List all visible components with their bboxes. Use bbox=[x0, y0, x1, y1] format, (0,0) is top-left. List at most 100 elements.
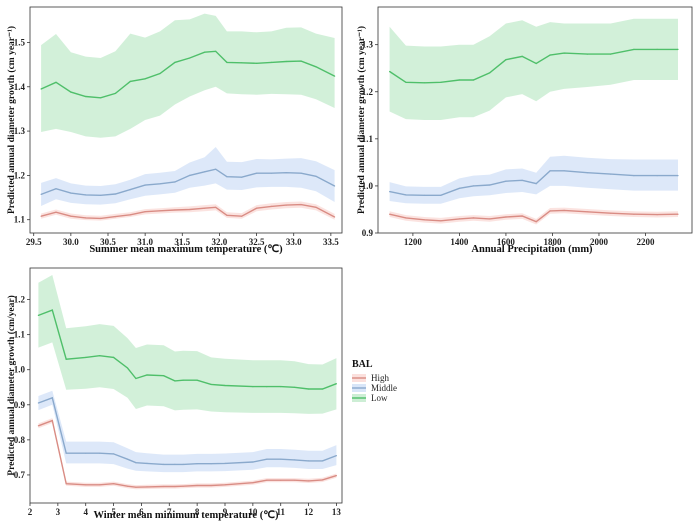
data-point bbox=[633, 48, 635, 51]
data-point bbox=[285, 172, 287, 174]
data-point bbox=[210, 383, 212, 385]
data-point bbox=[405, 194, 407, 196]
data-point bbox=[489, 72, 491, 74]
data-point bbox=[51, 397, 53, 399]
data-point bbox=[656, 48, 658, 51]
data-point bbox=[334, 75, 336, 77]
data-point bbox=[677, 213, 679, 215]
data-point bbox=[505, 216, 507, 218]
data-point bbox=[100, 194, 102, 196]
confidence-band-high bbox=[41, 201, 335, 221]
data-point bbox=[252, 482, 254, 484]
data-point bbox=[270, 61, 272, 64]
data-point bbox=[70, 91, 72, 93]
data-point bbox=[159, 210, 161, 212]
y-tick-label: 1.2 bbox=[14, 295, 26, 305]
data-point bbox=[440, 220, 442, 222]
data-point bbox=[65, 358, 67, 360]
confidence-band-middle bbox=[389, 155, 678, 204]
data-point bbox=[266, 479, 268, 481]
data-point bbox=[126, 458, 129, 460]
data-point bbox=[423, 194, 426, 196]
chart-panel-1: 29.5 30.0 30.5 31.0 31.5 32.0 32.5 33.0 33.5 1.1 1… bbox=[6, 6, 343, 255]
data-point bbox=[40, 88, 42, 90]
x-axis-label: Winter mean minimum temperature (℃) bbox=[93, 509, 279, 521]
data-point bbox=[610, 212, 612, 214]
data-point bbox=[521, 179, 523, 181]
data-point bbox=[489, 218, 491, 220]
data-point bbox=[196, 379, 198, 381]
chart-panel-3: 2 3 4 5 6 7 8 9 10 11 12 13 0.7 0.8 0.9 1.0 1.1 1.2 Winter… bbox=[6, 267, 343, 521]
data-point bbox=[163, 463, 165, 465]
series-high bbox=[37, 418, 337, 490]
data-point bbox=[135, 377, 137, 380]
data-point bbox=[163, 375, 165, 377]
x-tick-label: 29.5 bbox=[26, 237, 42, 247]
data-point bbox=[65, 452, 67, 454]
x-tick-label: 1800 bbox=[543, 237, 562, 247]
confidence-band-high bbox=[38, 418, 337, 490]
data-point bbox=[440, 194, 442, 196]
data-point bbox=[215, 206, 217, 208]
x-axis-label: Annual Precipitation (mm) bbox=[471, 244, 593, 255]
series-low bbox=[40, 13, 336, 138]
data-point bbox=[37, 314, 40, 316]
data-point bbox=[196, 463, 198, 465]
data-point bbox=[174, 485, 176, 488]
data-point bbox=[535, 183, 537, 185]
data-point bbox=[472, 79, 474, 81]
data-point bbox=[586, 211, 588, 213]
data-point bbox=[85, 356, 87, 358]
data-point bbox=[300, 204, 302, 206]
data-point bbox=[144, 184, 146, 186]
x-tick-label: 1400 bbox=[450, 237, 469, 247]
x-tick-label: 10 bbox=[248, 507, 258, 517]
data-point bbox=[226, 176, 228, 178]
x-tick-label: 33.5 bbox=[323, 237, 339, 247]
x-tick-label: 12 bbox=[304, 507, 314, 517]
data-point bbox=[535, 62, 537, 65]
data-point bbox=[85, 484, 87, 486]
data-point bbox=[423, 219, 426, 221]
data-point bbox=[458, 218, 460, 220]
data-point bbox=[70, 215, 72, 217]
y-tick-label: 0.8 bbox=[14, 435, 26, 445]
data-point bbox=[280, 479, 282, 481]
data-point bbox=[405, 217, 407, 219]
y-axis-label: Predicted annual diameter growth (cm yea… bbox=[356, 26, 367, 214]
data-point bbox=[174, 463, 176, 465]
data-point bbox=[294, 459, 296, 461]
y-tick-label: 0.9 bbox=[14, 400, 26, 410]
data-point bbox=[241, 176, 243, 178]
data-point bbox=[146, 462, 148, 464]
data-point bbox=[215, 168, 217, 170]
data-point bbox=[549, 210, 551, 212]
data-point bbox=[563, 52, 565, 54]
data-point bbox=[210, 484, 212, 487]
data-point bbox=[99, 484, 101, 486]
data-point bbox=[226, 61, 228, 64]
data-point bbox=[656, 214, 658, 216]
data-point bbox=[335, 455, 337, 457]
data-point bbox=[586, 172, 588, 174]
data-point bbox=[294, 479, 296, 481]
data-point bbox=[144, 211, 146, 213]
y-tick-label: 1.0 bbox=[14, 365, 26, 375]
data-point bbox=[114, 92, 116, 94]
data-point bbox=[677, 175, 679, 177]
data-point bbox=[55, 211, 57, 213]
data-point bbox=[280, 386, 282, 388]
data-point bbox=[182, 379, 184, 381]
data-point bbox=[389, 70, 391, 73]
data-point bbox=[40, 215, 42, 217]
data-point bbox=[405, 81, 407, 83]
data-point bbox=[146, 486, 148, 488]
data-point bbox=[256, 172, 258, 174]
x-tick-label: 31.5 bbox=[174, 237, 190, 247]
series-high bbox=[40, 201, 336, 221]
data-point bbox=[334, 185, 336, 187]
data-point bbox=[321, 460, 324, 462]
data-point bbox=[335, 475, 337, 477]
data-point bbox=[189, 174, 191, 176]
